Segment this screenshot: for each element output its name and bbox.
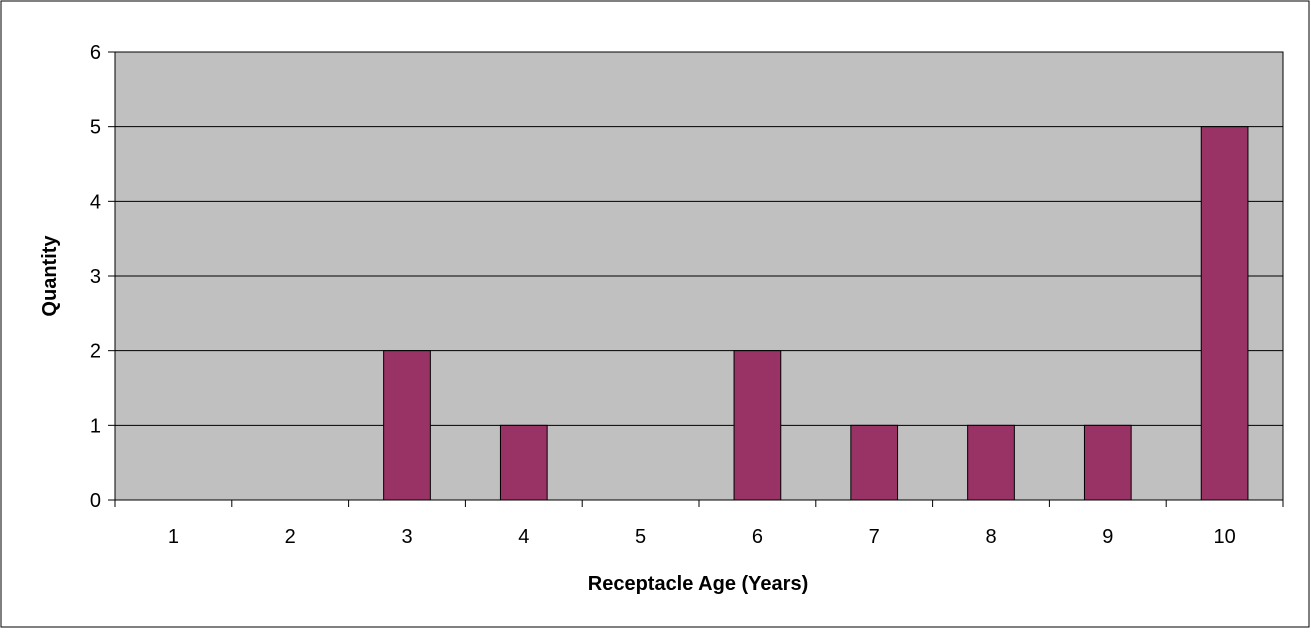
x-tick-label: 6 xyxy=(752,526,763,548)
y-tick-label: 3 xyxy=(90,266,101,288)
bars xyxy=(383,126,1249,501)
y-tick-labels: 0 1 2 3 4 5 6 xyxy=(90,42,101,512)
x-tick-label: 7 xyxy=(869,526,880,548)
x-tick-label: 4 xyxy=(518,526,529,548)
y-tick-label: 2 xyxy=(90,341,101,363)
y-tick-label: 4 xyxy=(90,191,101,213)
x-tick-labels: 1 2 3 4 5 6 7 8 9 10 xyxy=(168,526,1236,548)
x-tick-label: 5 xyxy=(635,526,646,548)
bar-10 xyxy=(1200,126,1249,501)
bar-8 xyxy=(967,424,1015,501)
y-tick-label: 0 xyxy=(90,490,101,512)
x-tick-label: 8 xyxy=(985,526,996,548)
y-tick-label: 1 xyxy=(90,415,101,437)
y-axis-title: Quantity xyxy=(39,235,61,317)
x-tick-label: 10 xyxy=(1213,526,1235,548)
gridlines xyxy=(115,51,1283,426)
x-tick-label: 1 xyxy=(168,526,179,548)
bar-6 xyxy=(733,350,782,501)
x-tick-label: 9 xyxy=(1102,526,1113,548)
bar-3 xyxy=(383,350,431,501)
bar-7 xyxy=(850,424,899,501)
x-axis-title: Receptacle Age (Years) xyxy=(588,573,808,595)
bar-4 xyxy=(499,424,548,501)
y-tick-label: 6 xyxy=(90,42,101,64)
bar-9 xyxy=(1083,424,1132,501)
x-tick-label: 3 xyxy=(401,526,412,548)
y-tick-label: 5 xyxy=(90,117,101,139)
x-tick-label: 2 xyxy=(285,526,296,548)
axes xyxy=(108,51,1284,507)
